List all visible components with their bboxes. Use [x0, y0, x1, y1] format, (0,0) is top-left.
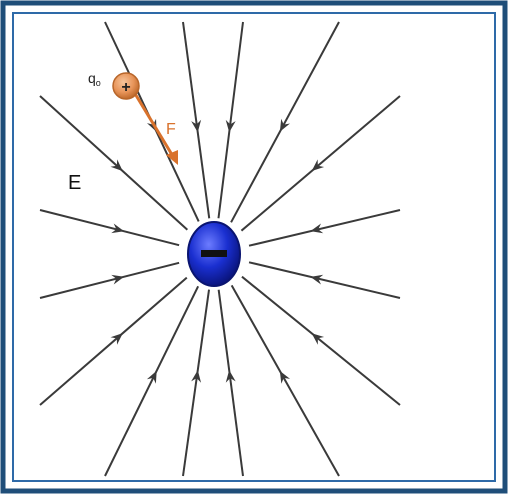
field-line-arrowhead: [279, 118, 290, 132]
field-line-arrowhead: [225, 370, 236, 383]
field-line: [240, 95, 401, 232]
central-charge: [187, 221, 241, 287]
field-line-arrowhead: [111, 223, 125, 234]
field-line: [248, 261, 401, 299]
field-line: [248, 209, 401, 247]
inner-border: [12, 12, 496, 482]
field-line: [182, 21, 211, 219]
field-line: [39, 276, 188, 406]
positive-charge-icon: [112, 72, 140, 100]
field-line: [39, 209, 180, 247]
force-arrow: [132, 91, 178, 165]
field-line-arrowhead: [110, 333, 123, 345]
field-line-arrowhead: [225, 119, 236, 133]
field-line: [182, 289, 211, 477]
field-line: [217, 289, 244, 477]
test-charge-label: qo: [88, 70, 101, 88]
field-label: E: [68, 172, 81, 194]
field-line-arrowhead: [279, 370, 291, 384]
field-line: [39, 261, 180, 299]
field-line-arrowhead: [311, 333, 325, 345]
field-line-arrowhead: [146, 370, 157, 384]
central-charge-sign: [201, 250, 227, 257]
field-line-arrowhead: [111, 274, 125, 285]
test-charge: +: [112, 72, 140, 100]
field-line-arrowhead: [110, 159, 123, 172]
force-label: F: [166, 121, 176, 138]
field-line-arrowhead: [311, 159, 325, 171]
field-line: [241, 275, 401, 406]
test-charge-sign: +: [121, 79, 130, 96]
field-line-arrowhead: [310, 223, 324, 234]
field-line: [104, 285, 200, 477]
field-line: [230, 21, 340, 223]
field-line-arrowhead: [146, 118, 157, 132]
field-lines: [39, 21, 401, 477]
field-line-arrowhead: [191, 370, 202, 383]
field-line: [230, 284, 340, 477]
field-line: [39, 95, 189, 231]
field-line-arrowhead: [310, 274, 324, 285]
field-line-arrowhead: [191, 119, 202, 133]
field-line: [217, 21, 244, 219]
